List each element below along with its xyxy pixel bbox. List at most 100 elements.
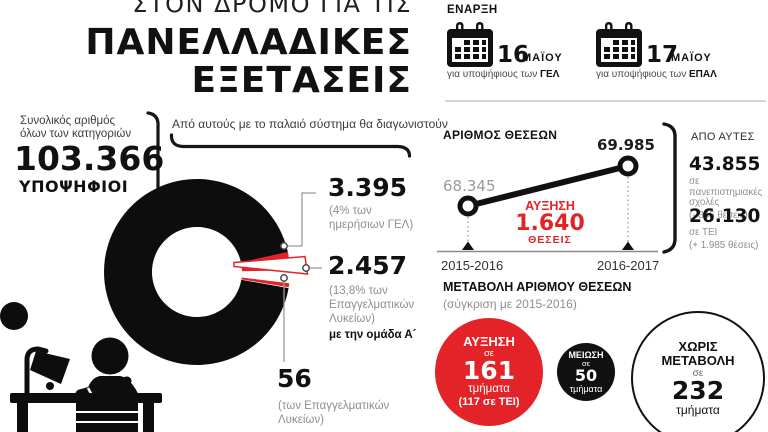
- breakdown-value-2: 26.130: [689, 206, 761, 227]
- note-line: Επαγγελματικών: [329, 299, 415, 311]
- callout-3395-note: (4% των ημερήσιων ΓΕΛ): [329, 204, 413, 232]
- donut-exploded-slice-2457: [233, 255, 309, 275]
- total-caption: Συνολικός αριθμός όλων των κατηγοριών: [20, 115, 131, 141]
- breakdown-note-2: σε ΤΕΙ (+ 1.985 θέσεις): [689, 227, 759, 251]
- desk-top: [10, 393, 162, 403]
- bubble-extra: (117 σε ΤΕΙ): [458, 396, 520, 408]
- decorative-dot: [0, 302, 28, 330]
- start-day-epal: 17: [646, 42, 679, 68]
- note-line: (- 345 θέσεις): [689, 209, 748, 221]
- x-label-2015: 2015-2016: [441, 258, 504, 273]
- callout-56-value: 56: [277, 364, 312, 393]
- increase-word: ΑΥΞΗΣΗ: [525, 199, 575, 213]
- axis-tick-right: [622, 241, 634, 250]
- total-value: 103.366: [14, 139, 165, 178]
- callout-leaders: [283, 192, 322, 362]
- school-name: ΓΕΛ: [540, 69, 560, 80]
- bubble-value: 232: [671, 375, 725, 405]
- start-section-title: ΕΝΑΡΞΗ: [447, 4, 498, 16]
- callout-2457-value: 2.457: [328, 251, 408, 280]
- callout-2457-note: (13,8% των Επαγγελματικών Λυκείων) με τη…: [329, 284, 417, 342]
- lamp-shade: [30, 351, 70, 384]
- donut-chart: [104, 179, 309, 365]
- note-line: (13,8% των: [329, 285, 388, 297]
- bubble-label: ΜΕΙΩΣΗ: [568, 350, 604, 360]
- note-line: Λυκείων): [329, 313, 375, 325]
- breakdown-value-1: 43.855: [689, 154, 761, 175]
- drawer-line: [76, 421, 138, 423]
- note-line: (4% των: [329, 205, 372, 217]
- bubble-prep: σε: [582, 359, 590, 368]
- title-line-1: ΣΤΟΝ ΔΡΟΜΟ ΓΙΑ ΤΙΣ: [132, 0, 412, 18]
- total-caption-line1: Συνολικός αριθμός: [20, 115, 116, 127]
- callout-3395-value: 3.395: [328, 173, 408, 202]
- note-line: σε ΤΕΙ: [689, 227, 718, 238]
- desk-drawers: [76, 403, 138, 432]
- old-system-brace: [169, 133, 412, 158]
- bubble-prep: σε: [483, 348, 495, 359]
- x-label-2016: 2016-2017: [597, 258, 660, 273]
- desk-leg-left: [17, 403, 28, 432]
- bubble-label: ΧΩΡΙΣ ΜΕΤΑΒΟΛΗ: [661, 338, 735, 368]
- bubble-unit: τμήματα: [569, 384, 603, 394]
- start-caption-gel: για υποψήφιους των ΓΕΛ: [447, 69, 559, 80]
- start-day-gel: 16: [497, 42, 530, 68]
- drawer-line: [76, 411, 138, 413]
- student-arm: [75, 376, 132, 399]
- start-caption-epal: για υποψήφιους των ΕΠΑΛ: [596, 69, 717, 80]
- trend-line: [467, 163, 629, 209]
- student-desk-illustration: [0, 302, 162, 432]
- note-line: (των Επαγγελματικών: [278, 400, 390, 412]
- change-title: ΜΕΤΑΒΟΛΗ ΑΡΙΘΜΟΥ ΘΕΣΕΩΝ: [443, 280, 632, 294]
- note-line: σχολές: [689, 197, 720, 208]
- note-line: ημερήσιων ΓΕΛ): [329, 219, 414, 231]
- caption-prefix: για υποψήφιους των: [447, 69, 540, 80]
- bubble-decrease: ΜΕΙΩΣΗ σε 50 τμήματα: [557, 343, 615, 401]
- bubble-no-change: ΧΩΡΙΣ ΜΕΤΑΒΟΛΗ σε 232 τμήματα: [631, 311, 765, 432]
- seats-increase-annotation: ΑΥΞΗΣΗ 1.640 ΘΕΣΕΙΣ: [500, 200, 600, 246]
- seats-right-value: 69.985: [597, 136, 655, 154]
- change-subtitle: (σύγκριση με 2015-2016): [443, 297, 577, 311]
- callout-dots: [280, 242, 310, 282]
- bubble-increase: ΑΥΞΗΣΗ σε 161 τμήματα (117 σε ΤΕΙ): [435, 318, 543, 426]
- increase-value: 1.640: [515, 211, 585, 236]
- title-line-2: ΠΑΝΕΛΛΑΔΙΚΕΣ: [85, 22, 412, 63]
- breakdown-title: ΑΠΟ ΑΥΤΕΣ: [691, 131, 755, 143]
- desk-leg-right: [143, 403, 154, 432]
- data-point-2015: [457, 195, 479, 217]
- school-name: ΕΠΑΛ: [689, 69, 717, 80]
- start-month-epal: ΜΑΪΟΥ: [671, 52, 712, 64]
- bubble-value: 161: [462, 356, 516, 385]
- callout-2457-bold-note: με την ομάδα Α´: [329, 329, 417, 341]
- old-system-heading: Από αυτούς με το παλαιό σύστημα θα διαγω…: [172, 117, 448, 131]
- note-line: (+ 1.985 θέσεις): [689, 239, 759, 251]
- bubble-prep: σε: [692, 367, 704, 379]
- lamp-arm: [24, 346, 49, 396]
- total-to-donut-brace: [146, 111, 160, 194]
- caption-prefix: για υποψήφιους των: [596, 69, 689, 80]
- total-unit: ΥΠΟΨΗΦΙΟΙ: [19, 177, 129, 196]
- note-line: σε πανεπιστημιακές: [689, 176, 763, 198]
- student-head: [91, 337, 129, 375]
- bubble-unit: τμήματα: [676, 402, 720, 417]
- donut-red-sliver-56: [241, 277, 290, 288]
- bubble-value: 50: [574, 366, 598, 385]
- callout-56-note: (των Επαγγελματικών Λυκείων): [278, 399, 389, 427]
- breakdown-brace: [662, 122, 677, 254]
- seats-title: ΑΡΙΘΜΟΣ ΘΕΣΕΩΝ: [443, 128, 558, 142]
- bubble-unit: τμήματα: [468, 383, 510, 395]
- start-month-gel: ΜΑΪΟΥ: [522, 52, 563, 64]
- seats-left-value: 68.345: [443, 177, 496, 195]
- title-line-3: ΕΞΕΤΑΣΕΙΣ: [191, 60, 412, 101]
- lamp-bulb: [46, 382, 54, 390]
- bubble-label: ΑΥΞΗΣΗ: [463, 334, 515, 349]
- seats-line-chart: [437, 155, 658, 253]
- calendar-icon: [447, 22, 493, 67]
- axis-tick-left: [462, 241, 474, 250]
- increase-unit: ΘΕΣΕΙΣ: [528, 234, 572, 246]
- breakdown-note-1: σε πανεπιστημιακές σχολές (- 345 θέσεις): [689, 176, 768, 221]
- donut-main-slice: [104, 179, 289, 365]
- note-line: Λυκείων): [278, 414, 324, 426]
